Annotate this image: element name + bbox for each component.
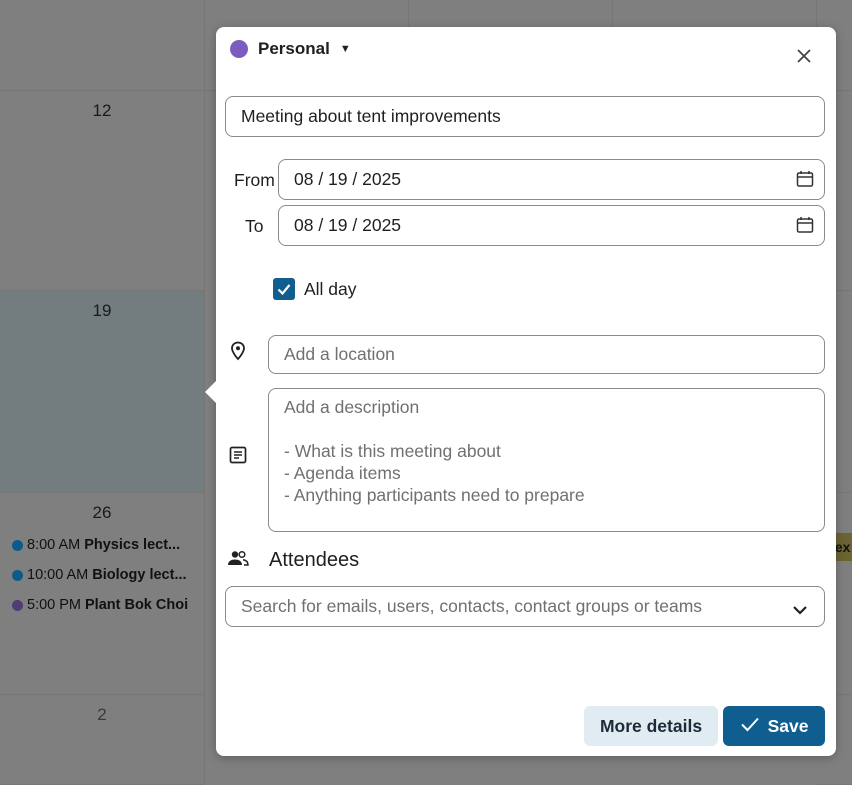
checkmark-icon: [273, 278, 295, 300]
more-details-button[interactable]: More details: [584, 706, 718, 746]
day-cell-2[interactable]: 2: [0, 695, 205, 785]
day-cell[interactable]: [0, 0, 205, 91]
chevron-down-icon[interactable]: [792, 600, 808, 621]
checkmark-icon: [740, 716, 760, 737]
day-number: 26: [92, 503, 112, 522]
calendar-event[interactable]: 10:00 AM Biology lect...: [12, 567, 187, 583]
day-cell-12[interactable]: 12: [0, 91, 205, 291]
attendees-label: Attendees: [269, 549, 360, 571]
description-icon: [229, 446, 247, 469]
calendar-event[interactable]: 8:00 AM Physics lect...: [12, 537, 180, 553]
popup-arrow: [205, 381, 216, 403]
to-date-input[interactable]: 08 / 19 / 2025: [278, 205, 825, 246]
from-date-value: 08 / 19 / 2025: [294, 169, 402, 189]
day-number: 19: [92, 301, 112, 320]
title-input[interactable]: Meeting about tent improvements: [225, 96, 825, 137]
event-time: 5:00 PM: [27, 597, 81, 613]
to-label: To: [245, 216, 264, 236]
save-button[interactable]: Save: [723, 706, 825, 746]
calendar-name: Personal: [258, 39, 330, 58]
calendar-icon[interactable]: [796, 170, 814, 193]
calendar-icon[interactable]: [796, 216, 814, 239]
calendar-selector[interactable]: Personal ▼: [230, 39, 351, 59]
attendees-icon: [227, 550, 249, 571]
description-textarea[interactable]: Add a description - What is this meeting…: [268, 388, 825, 532]
all-day-label: All day: [304, 278, 357, 299]
attendees-search-input[interactable]: Search for emails, users, contacts, cont…: [225, 586, 825, 627]
location-input[interactable]: Add a location: [268, 335, 825, 374]
event-title: Plant Bok Choi: [85, 597, 189, 613]
caret-down-icon: ▼: [339, 43, 351, 55]
day-cell-26[interactable]: 26: [0, 493, 205, 695]
day-number: 12: [92, 101, 112, 120]
attendees-placeholder: Search for emails, users, contacts, cont…: [241, 596, 703, 616]
event-color-dot: [12, 569, 23, 581]
from-date-input[interactable]: 08 / 19 / 2025: [278, 159, 825, 200]
day-number: 2: [97, 705, 107, 724]
calendar-color-dot: [230, 40, 248, 58]
event-title: Physics lect...: [84, 537, 181, 553]
day-cell-19[interactable]: 19: [0, 291, 205, 493]
close-icon[interactable]: [794, 47, 814, 67]
calendar-event[interactable]: 5:00 PM Plant Bok Choi: [12, 597, 188, 613]
event-time: 10:00 AM: [27, 567, 89, 583]
to-date-value: 08 / 19 / 2025: [294, 215, 402, 235]
save-label: Save: [767, 715, 809, 736]
event-time: 8:00 AM: [27, 537, 81, 553]
event-popup: Personal ▼ Meeting about tent improvemen…: [205, 27, 836, 756]
title-value: Meeting about tent improvements: [241, 106, 501, 126]
event-color-dot: [12, 539, 23, 551]
event-title: Biology lect...: [92, 567, 187, 583]
from-label: From: [234, 170, 275, 190]
location-pin-icon: [229, 341, 247, 366]
location-placeholder: Add a location: [284, 344, 395, 364]
all-day-checkbox[interactable]: All day: [273, 278, 357, 300]
event-color-dot: [12, 599, 23, 611]
